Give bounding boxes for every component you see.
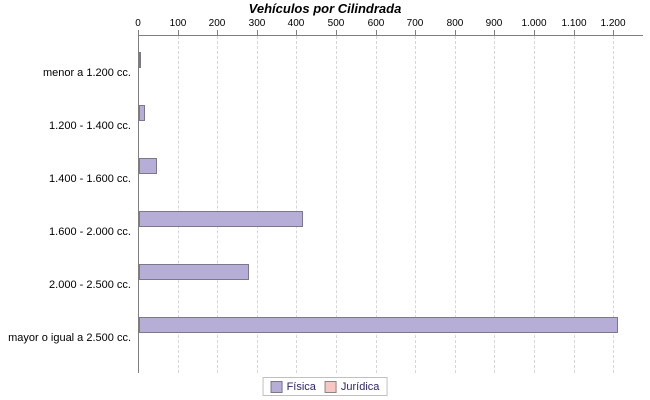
y-axis-label: 1.200 - 1.400 cc. (49, 119, 131, 132)
legend-item: Jurídica (324, 380, 380, 393)
legend-item: Física (270, 380, 316, 393)
bar-fisica (139, 211, 303, 227)
x-tick (376, 30, 377, 35)
legend-label: Física (286, 380, 316, 393)
x-tick-label: 0 (135, 18, 141, 29)
x-tick (494, 30, 495, 35)
chart-title: Vehículos por Cilindrada (248, 1, 402, 16)
gridline (336, 36, 337, 373)
x-tick-label: 300 (248, 18, 266, 29)
x-tick (178, 30, 179, 35)
x-tick (138, 30, 139, 35)
legend-swatch (270, 380, 283, 393)
legend-swatch (324, 380, 337, 393)
plot-area (138, 35, 643, 373)
gridline (494, 36, 495, 373)
x-tick-label: 100 (169, 18, 187, 29)
x-tick-label: 400 (287, 18, 305, 29)
legend: Física Jurídica (262, 377, 388, 396)
x-tick (534, 30, 535, 35)
x-tick-label: 200 (208, 18, 226, 29)
bar-fisica (139, 317, 618, 333)
bar-fisica (139, 105, 145, 121)
x-tick (336, 30, 337, 35)
x-tick-label: 1.200 (600, 18, 626, 29)
x-tick (257, 30, 258, 35)
gridline (217, 36, 218, 373)
gridline (257, 36, 258, 373)
gridline (574, 36, 575, 373)
gridline (178, 36, 179, 373)
gridline (455, 36, 456, 373)
gridline (613, 36, 614, 373)
x-tick (217, 30, 218, 35)
gridline (415, 36, 416, 373)
y-axis-label: 1.600 - 2.000 cc. (49, 225, 131, 238)
y-axis-label: menor a 1.200 cc. (42, 66, 131, 79)
x-tick (613, 30, 614, 35)
x-tick (455, 30, 456, 35)
y-axis-label: 2.000 - 2.500 cc. (49, 278, 131, 291)
x-tick-label: 1.000 (521, 18, 547, 29)
x-tick (296, 30, 297, 35)
legend-label: Jurídica (340, 380, 380, 393)
x-tick-label: 700 (406, 18, 424, 29)
x-tick-label: 600 (367, 18, 385, 29)
y-axis-label: 1.400 - 1.600 cc. (49, 172, 131, 185)
gridline (296, 36, 297, 373)
y-axis-label: mayor o igual a 2.500 cc. (8, 331, 131, 344)
bar-fisica (139, 264, 249, 280)
x-tick (415, 30, 416, 35)
x-tick (574, 30, 575, 35)
bar-fisica (139, 52, 141, 68)
x-tick-label: 1.100 (561, 18, 587, 29)
x-tick-label: 800 (446, 18, 464, 29)
gridline (534, 36, 535, 373)
x-tick-label: 500 (327, 18, 345, 29)
x-tick-label: 900 (485, 18, 503, 29)
gridline (376, 36, 377, 373)
bar-fisica (139, 158, 157, 174)
